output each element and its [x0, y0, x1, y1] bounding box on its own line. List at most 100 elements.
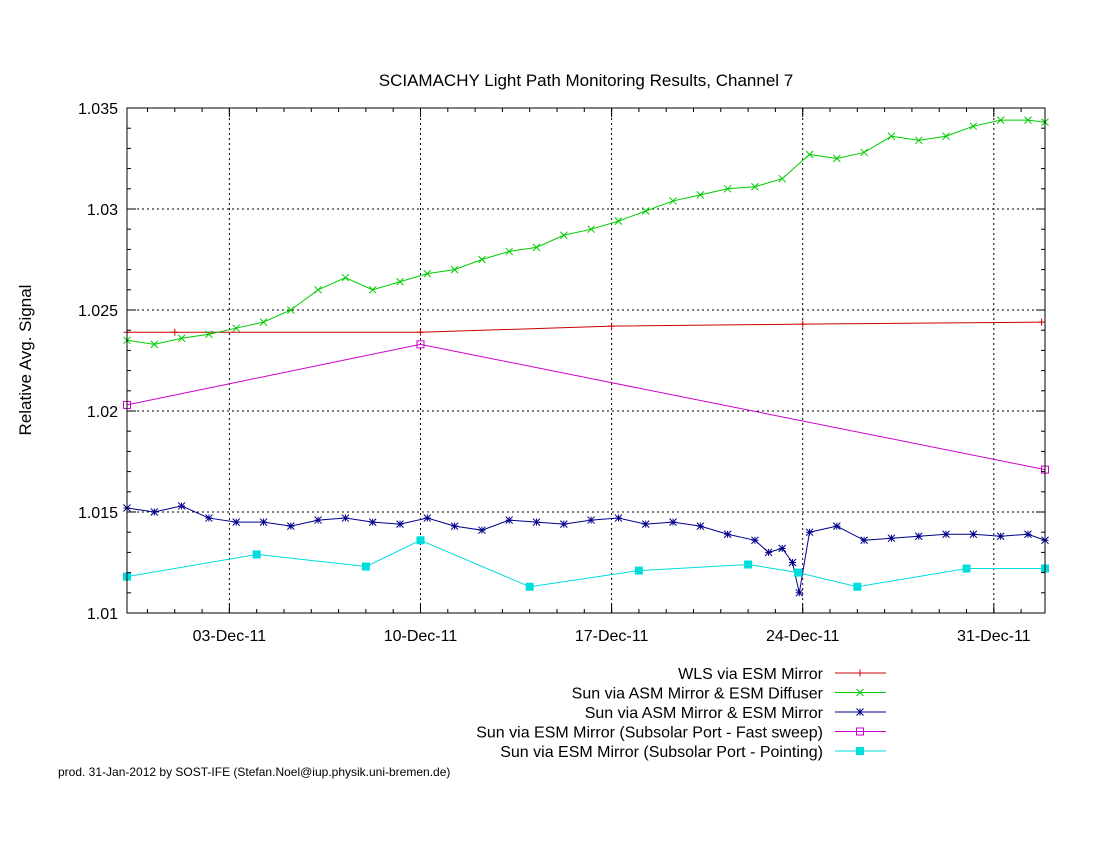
data-point — [396, 520, 404, 528]
data-point — [614, 217, 623, 225]
data-point — [478, 526, 486, 535]
legend-marker — [856, 669, 864, 677]
x-tick-label: 03-Dec-11 — [193, 628, 267, 645]
data-point — [887, 534, 896, 543]
data-point — [314, 285, 322, 294]
series-line — [126, 539, 1045, 588]
data-point — [608, 322, 616, 330]
x-tick-label: 31-Dec-11 — [957, 628, 1031, 645]
data-point — [177, 502, 186, 510]
data-point — [1024, 530, 1032, 539]
data-point — [416, 340, 425, 349]
data-point — [996, 532, 1005, 541]
data-point — [832, 154, 841, 163]
data-point — [396, 277, 404, 286]
data-point — [205, 330, 213, 339]
x-tick-label: 17-Dec-11 — [575, 628, 649, 645]
data-point — [341, 273, 350, 282]
series-line — [126, 119, 1046, 345]
data-point — [996, 116, 1005, 124]
series-1 — [123, 318, 1046, 336]
data-point — [205, 514, 213, 522]
y-tick-label: 1.03 — [87, 202, 118, 219]
data-point — [232, 324, 241, 333]
data-point — [532, 243, 541, 252]
data-point — [416, 328, 424, 336]
data-point — [805, 150, 814, 159]
data-point — [795, 588, 804, 597]
legend-marker — [856, 688, 864, 697]
data-point — [969, 530, 978, 539]
data-point — [423, 269, 432, 278]
data-point — [150, 340, 159, 349]
data-point — [860, 536, 868, 545]
data-point — [450, 522, 459, 530]
data-point — [860, 148, 868, 157]
data-point — [423, 514, 432, 522]
legend-marker — [856, 708, 864, 716]
legend-label: Sun via ESM Mirror (Subsolar Port - Poin… — [500, 744, 823, 761]
data-point — [853, 582, 862, 591]
data-point — [942, 530, 950, 539]
data-point — [764, 548, 773, 557]
data-point — [177, 334, 186, 343]
data-point — [962, 564, 971, 573]
x-tick-label: 10-Dec-11 — [384, 628, 458, 645]
y-axis-label: Relative Avg. Signal — [16, 285, 35, 436]
series-line — [127, 321, 1042, 333]
data-point — [744, 560, 753, 569]
legend-label: Sun via ASM Mirror & ESM Mirror — [585, 705, 824, 722]
data-point — [969, 122, 978, 131]
data-point — [751, 182, 759, 191]
data-point — [368, 518, 377, 526]
data-point — [341, 514, 350, 522]
data-point — [314, 516, 322, 524]
data-point — [478, 255, 486, 264]
data-point — [532, 518, 541, 526]
grid — [127, 108, 1045, 613]
data-point — [416, 536, 425, 545]
data-point — [505, 516, 514, 524]
data-point — [723, 184, 732, 193]
data-point — [641, 520, 650, 528]
data-point — [450, 265, 459, 274]
plot-frame — [126, 107, 1046, 614]
ticks: 1.01 1.015 1.02 1.025 1.03 1.035 03-Dec-11 10-D… — [78, 101, 1045, 645]
legend-label: Sun via ASM Mirror & ESM Diffuser — [572, 686, 824, 703]
chart-title: SCIAMACHY Light Path Monitoring Results,… — [379, 71, 794, 90]
y-tick-label: 1.025 — [78, 303, 118, 320]
data-point — [368, 285, 377, 294]
data-point — [942, 132, 950, 141]
series-line — [126, 505, 1046, 593]
series-4 — [123, 340, 1049, 474]
data-point — [669, 518, 677, 526]
y-tick-label: 1.035 — [78, 101, 118, 118]
data-point — [286, 306, 295, 314]
series-2 — [123, 116, 1049, 349]
data-point — [778, 544, 787, 553]
data-point — [778, 174, 787, 183]
series-3 — [123, 502, 1049, 597]
series-line — [126, 343, 1046, 471]
legend-label: Sun via ESM Mirror (Subsolar Port - Fast… — [476, 725, 823, 742]
footer-credit: prod. 31-Jan-2012 by SOST-IFE (Stefan.No… — [58, 765, 450, 779]
data-point — [805, 528, 814, 537]
data-point — [614, 514, 623, 522]
data-point — [914, 532, 923, 541]
data-point — [832, 522, 841, 530]
legend-label: WLS via ESM Mirror — [678, 666, 824, 683]
data-point — [887, 132, 896, 141]
data-point — [587, 225, 595, 234]
data-point — [634, 566, 643, 575]
series-5 — [123, 536, 1049, 591]
data-point — [587, 516, 595, 524]
data-point — [252, 550, 261, 559]
data-point — [150, 508, 159, 516]
data-point — [696, 191, 705, 199]
data-point — [361, 562, 370, 571]
data-point — [751, 536, 759, 545]
data-point — [505, 247, 514, 256]
data-point — [259, 518, 268, 526]
data-point — [1024, 116, 1032, 124]
data-point — [799, 320, 807, 328]
